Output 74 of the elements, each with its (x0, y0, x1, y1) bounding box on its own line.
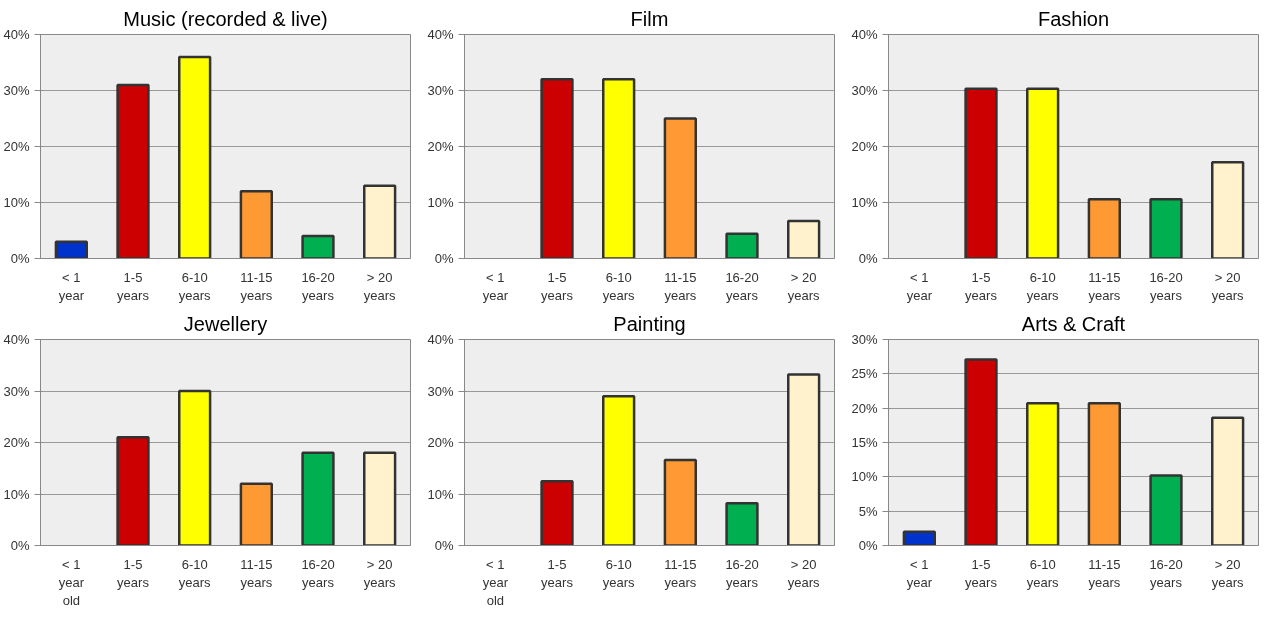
x-tick-label: 6-10 years (1026, 556, 1060, 590)
y-tick-label: 0% (434, 251, 454, 266)
y-tick-label: 20% (851, 400, 878, 416)
y-tick-label: 20% (851, 139, 878, 154)
x-tick-label: > 20 years (787, 269, 821, 303)
x-tick-label: 6-10 years (178, 269, 212, 303)
x-tick-label: 1-5 years (965, 556, 998, 590)
y-tick-label: 40% (427, 332, 454, 347)
chart-title: Painting (613, 312, 686, 335)
x-tick-label: 6-10 years (178, 556, 212, 590)
x-tick-label: 11-15 years (1088, 556, 1121, 590)
y-tick-label: 40% (851, 27, 878, 42)
x-tick-label: 1-5 years (965, 269, 998, 303)
y-tick-label: 10% (427, 195, 454, 210)
x-tick-label: 16-20 years (1149, 269, 1183, 303)
chart-title: Jewellery (183, 312, 268, 335)
x-tick-label: 16-20 years (725, 269, 759, 303)
y-tick-label: 10% (3, 486, 30, 502)
y-tick-label: 5% (858, 503, 878, 519)
x-tick-label: 11-15 years (664, 556, 697, 590)
x-tick-label: 11-15 years (1088, 269, 1121, 303)
x-tick-label: < 1 year (482, 269, 509, 303)
y-tick-label: 20% (3, 139, 30, 154)
y-tick-label: 10% (851, 469, 878, 485)
x-tick-label: 6-10 years (602, 269, 636, 303)
y-tick-label: 30% (851, 332, 878, 347)
x-tick-label: 1-5 years (541, 269, 574, 303)
y-tick-label: 0% (10, 538, 30, 553)
x-tick-label: > 20 years (363, 269, 397, 303)
x-tick-label: 11-15 years (240, 556, 273, 590)
x-tick-label: 16-20 years (301, 556, 335, 590)
y-tick-label: 0% (434, 538, 454, 553)
y-tick-label: 20% (3, 435, 30, 450)
x-tick-label: < 1 year (58, 269, 85, 303)
y-tick-label: 30% (427, 83, 454, 98)
chart-title: Arts & Craft (1021, 312, 1126, 335)
y-tick-label: 0% (858, 538, 878, 553)
y-tick-label: 20% (427, 435, 454, 450)
y-tick-label: 30% (851, 83, 878, 98)
y-tick-label: 30% (3, 383, 30, 399)
y-tick-label: 25% (851, 366, 878, 382)
y-tick-label: 15% (851, 435, 878, 450)
y-tick-label: 10% (3, 195, 30, 210)
x-tick-label: 16-20 years (301, 269, 335, 303)
x-tick-label: < 1 year (906, 556, 933, 590)
x-tick-label: < 1 year (906, 269, 933, 303)
x-tick-label: 1-5 years (117, 269, 150, 303)
y-tick-label: 0% (858, 251, 878, 266)
y-tick-label: 10% (851, 195, 878, 210)
x-tick-label: > 20 years (787, 556, 821, 590)
x-tick-label: < 1 year old (58, 556, 85, 608)
x-tick-label: 16-20 years (1149, 556, 1183, 590)
y-tick-label: 0% (10, 251, 30, 266)
x-tick-label: > 20 years (363, 556, 397, 590)
x-tick-label: 1-5 years (117, 556, 150, 590)
y-tick-label: 20% (427, 139, 454, 154)
y-tick-label: 40% (3, 332, 30, 347)
x-tick-label: 6-10 years (602, 556, 636, 590)
x-tick-label: 11-15 years (240, 269, 273, 303)
x-tick-label: < 1 year old (482, 556, 509, 608)
chart-title: Fashion (1037, 7, 1110, 30)
chart-title: Film (630, 7, 669, 30)
y-tick-label: 40% (3, 27, 30, 42)
x-tick-label: 16-20 years (725, 556, 759, 590)
x-tick-label: 1-5 years (541, 556, 574, 590)
y-tick-label: 30% (427, 383, 454, 399)
y-tick-label: 40% (427, 27, 454, 42)
x-tick-label: > 20 years (1211, 556, 1245, 590)
y-tick-label: 10% (427, 486, 454, 502)
x-tick-label: 11-15 years (664, 269, 697, 303)
y-tick-label: 30% (3, 83, 30, 98)
x-tick-label: 6-10 years (1026, 269, 1060, 303)
x-tick-label: > 20 years (1211, 269, 1245, 303)
chart-title: Music (recorded & live) (123, 7, 328, 30)
